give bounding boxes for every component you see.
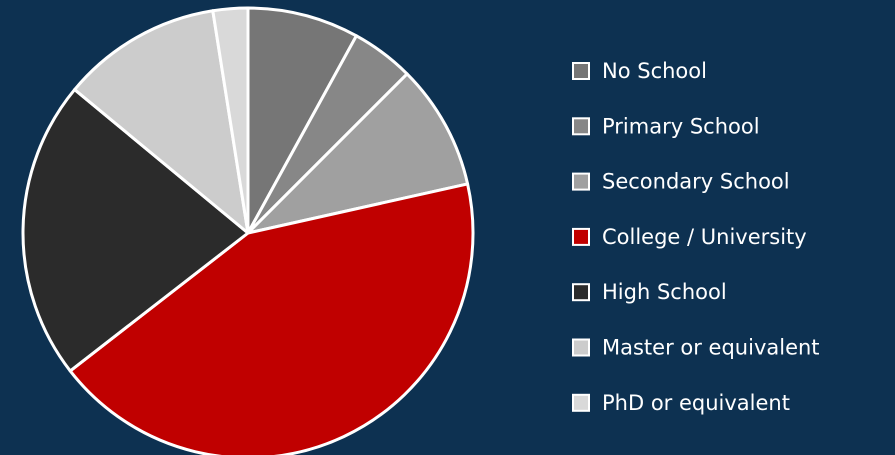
legend-label: PhD or equivalent — [602, 391, 790, 415]
legend-label: High School — [602, 280, 727, 304]
legend-label: Master or equivalent — [602, 336, 820, 360]
pie-slice — [246, 72, 470, 235]
pie-slice — [211, 6, 250, 235]
legend-swatch — [572, 172, 590, 191]
legend-swatch — [572, 117, 590, 136]
pie-slice — [21, 88, 250, 373]
legend-swatch — [572, 62, 590, 80]
legend-swatch — [572, 393, 590, 412]
legend-label: College / University — [602, 225, 807, 249]
legend-label: No School — [602, 59, 707, 83]
legend-swatch — [572, 283, 590, 302]
legend-swatch — [572, 227, 590, 246]
legend-label: Primary School — [602, 114, 760, 138]
pie-slice — [73, 9, 250, 235]
pie-slice — [246, 6, 358, 235]
legend-swatch — [572, 338, 590, 357]
legend-label: Secondary School — [602, 170, 790, 194]
pie-slice — [68, 182, 475, 455]
